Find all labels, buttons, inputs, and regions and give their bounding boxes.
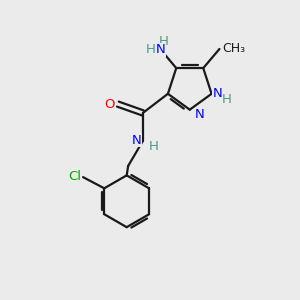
Text: N: N <box>213 87 223 100</box>
Text: N: N <box>195 109 205 122</box>
Text: N: N <box>132 134 141 147</box>
Text: H: H <box>222 93 232 106</box>
Text: N: N <box>156 44 166 56</box>
Text: H: H <box>158 35 168 48</box>
Text: O: O <box>104 98 114 111</box>
Text: Cl: Cl <box>69 170 82 183</box>
Text: H: H <box>146 43 156 56</box>
Text: CH₃: CH₃ <box>222 42 245 55</box>
Text: H: H <box>149 140 159 153</box>
